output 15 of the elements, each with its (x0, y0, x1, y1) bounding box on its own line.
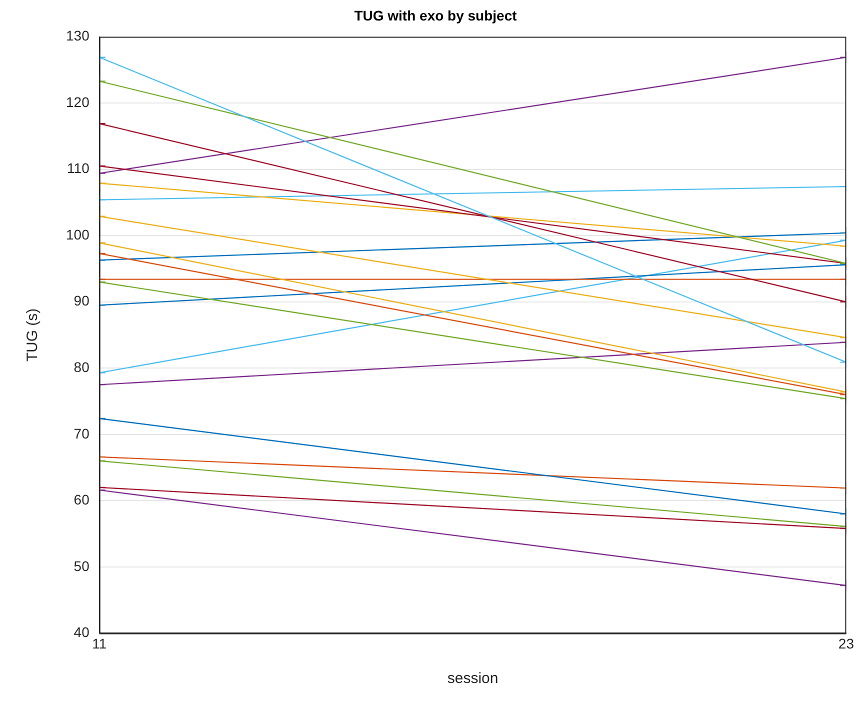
x-axis-title: session (447, 670, 498, 688)
x-tick-label: 23 (838, 635, 854, 652)
y-axis-title: TUG (s) (24, 308, 42, 362)
y-tick-label: 90 (74, 292, 90, 309)
y-tick-label: 110 (67, 160, 90, 176)
y-tick-label: 100 (66, 226, 90, 242)
y-tick-label: 80 (74, 358, 90, 375)
y-tick-label: 70 (74, 425, 90, 442)
y-tick-label: 120 (66, 94, 90, 110)
x-tick-label: 11 (92, 635, 107, 652)
y-tick-label: 130 (66, 28, 90, 44)
y-tick-label: 60 (74, 492, 90, 508)
chart-title: TUG with exo by subject (354, 7, 518, 24)
y-tick-label: 40 (74, 624, 90, 640)
y-tick-label: 50 (74, 558, 90, 574)
